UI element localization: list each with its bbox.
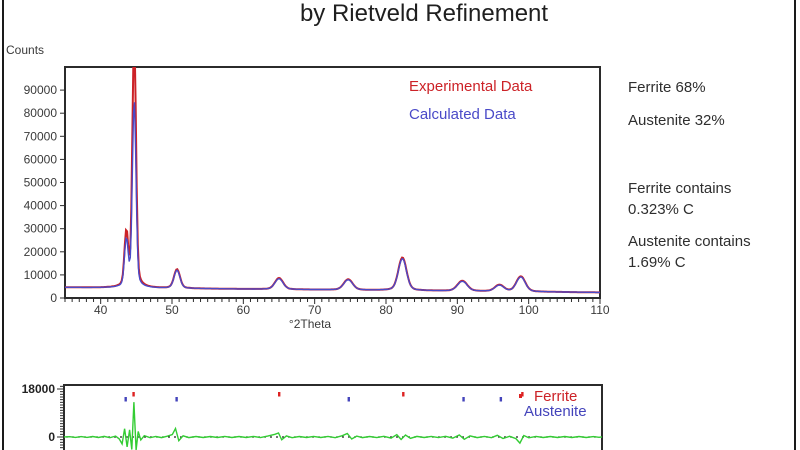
annotation-austenite-contains: Austenite contains xyxy=(628,233,751,250)
main-x-tick-label: 110 xyxy=(590,303,609,317)
main-y-tick-label: 0 xyxy=(50,291,57,305)
main-x-tick-label: 50 xyxy=(165,303,179,317)
legend-austenite-clip: Austenite xyxy=(524,403,602,420)
slide-border-left xyxy=(2,0,4,450)
main-y-axis-ticks: 0 10000 20000 30000 40000 50000 60000 70000 8000… xyxy=(24,83,64,305)
legend-austenite: Austenite xyxy=(524,403,587,420)
main-y-tick-label: 80000 xyxy=(24,106,58,120)
ferrite-legend-marker xyxy=(519,394,522,398)
main-plot: 40 50 60 70 80 90 100 110 0 10000 20000 30000 40000 5… xyxy=(24,66,610,317)
main-y-tick-label: 20000 xyxy=(24,245,58,259)
page-title: by Rietveld Refinement xyxy=(299,0,549,27)
pattern-curves xyxy=(65,67,600,294)
legend-experimental-data: Experimental Data xyxy=(409,78,533,95)
difference-y-tick-label: 18000 xyxy=(22,382,56,396)
main-y-tick-label: 10000 xyxy=(24,268,58,282)
main-y-tick-label: 50000 xyxy=(24,176,58,190)
main-plot-frame xyxy=(64,66,601,299)
main-x-axis-ticks: 40 50 60 70 80 90 100 110 xyxy=(64,299,610,317)
austenite-peak-markers xyxy=(124,397,503,402)
difference-y-tick-label: 0 xyxy=(48,430,55,444)
main-x-tick-label: 100 xyxy=(519,303,539,317)
main-x-tick-label: 60 xyxy=(237,303,251,317)
legend-calculated-data: Calculated Data xyxy=(409,106,516,123)
annotation-austenite-fraction: Austenite 32% xyxy=(628,112,725,129)
difference-curve xyxy=(63,402,603,450)
difference-plot-frame xyxy=(63,384,603,450)
annotation-ferrite-contains: Ferrite contains xyxy=(628,180,732,197)
main-y-tick-label: 70000 xyxy=(24,129,58,143)
slide-border-right xyxy=(794,0,796,450)
main-y-tick-label: 90000 xyxy=(24,83,58,97)
main-plot-x-axis-label: °2Theta xyxy=(288,317,332,331)
main-y-tick-label: 30000 xyxy=(24,222,58,236)
main-x-tick-label: 80 xyxy=(379,303,393,317)
main-y-tick-label: 40000 xyxy=(24,199,58,213)
main-x-tick-label: 40 xyxy=(94,303,108,317)
annotation-ferrite-carbon: 0.323% C xyxy=(628,201,694,218)
main-plot-y-axis-label: Counts xyxy=(6,43,45,57)
main-x-tick-label: 70 xyxy=(308,303,322,317)
difference-plot: 18000 0 xyxy=(22,382,603,450)
experimental-data-curve xyxy=(65,67,600,294)
annotation-austenite-carbon: 1.69% C xyxy=(628,254,686,271)
main-y-tick-label: 60000 xyxy=(24,152,58,166)
annotation-ferrite-fraction: Ferrite 68% xyxy=(628,79,706,96)
difference-y-axis-ticks: 18000 0 xyxy=(22,382,63,449)
main-x-tick-label: 90 xyxy=(451,303,465,317)
legend-ferrite: Ferrite xyxy=(534,388,578,405)
ferrite-peak-markers xyxy=(132,392,524,397)
calculated-data-curve xyxy=(65,102,600,294)
